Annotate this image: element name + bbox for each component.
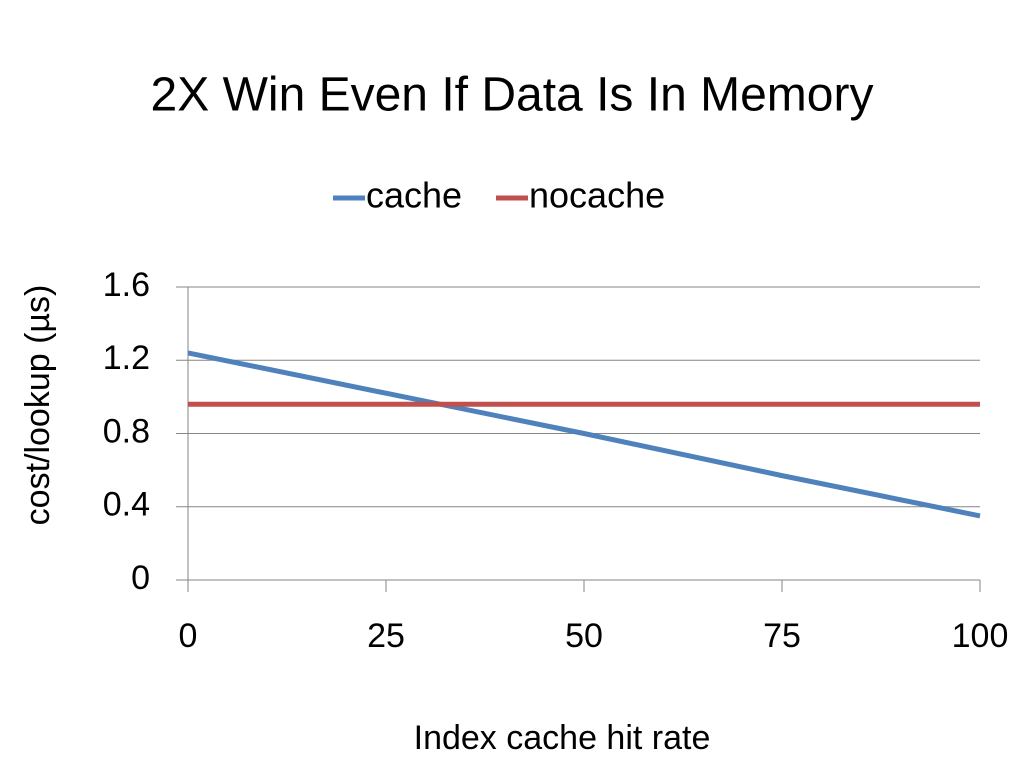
chart-title: 2X Win Even If Data Is In Memory <box>151 69 874 122</box>
y-tick-label: 1.6 <box>103 266 150 304</box>
y-tick-label: 0.4 <box>103 486 150 524</box>
y-tick-label: 0 <box>131 559 150 597</box>
y-tick-label: 1.2 <box>103 339 150 377</box>
series-line <box>187 350 981 519</box>
legend-label: nocache <box>529 175 665 216</box>
x-tick-label: 100 <box>952 617 1009 655</box>
x-axis-label: Index cache hit rate <box>414 719 711 757</box>
x-tick-label: 50 <box>565 617 603 655</box>
y-tick-label: 0.8 <box>103 412 150 450</box>
y-axis-label: cost/lookup (µs) <box>19 285 57 526</box>
x-tick-label: 75 <box>763 617 801 655</box>
legend-label: cache <box>366 175 462 216</box>
x-tick-label: 25 <box>367 617 405 655</box>
x-tick-label: 0 <box>179 617 198 655</box>
